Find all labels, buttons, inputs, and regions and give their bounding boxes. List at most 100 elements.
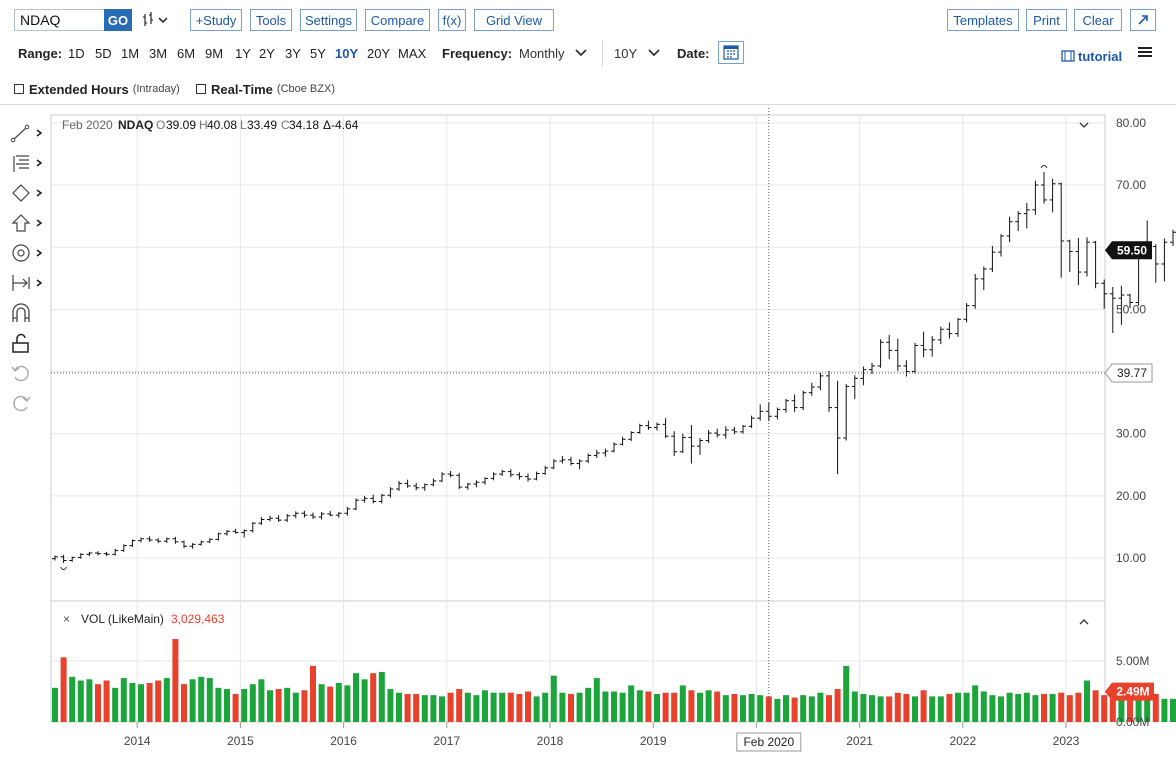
volume-bar [860, 693, 867, 722]
range-1y[interactable]: 1Y [235, 44, 251, 62]
volume-bar [1127, 686, 1133, 722]
volume-bar [430, 695, 437, 722]
range-9m[interactable]: 9M [205, 44, 223, 62]
volume-bar [1135, 689, 1142, 722]
date-picker-button[interactable] [718, 41, 744, 64]
volume-bar [404, 693, 411, 722]
volume-bar [52, 687, 58, 722]
range-20y[interactable]: 20Y [367, 44, 390, 62]
tutorial-link[interactable]: tutorial [1061, 47, 1122, 65]
volume-bar [894, 692, 901, 722]
line-tool-button[interactable] [10, 121, 42, 145]
range-5d[interactable]: 5D [95, 44, 112, 62]
lock-button[interactable] [10, 331, 42, 355]
range-max[interactable]: MAX [398, 44, 426, 62]
symbol-input[interactable] [14, 9, 106, 31]
volume-bar [1084, 680, 1090, 722]
volume-bar [765, 696, 772, 722]
range-3m[interactable]: 3M [149, 44, 167, 62]
volume-bar [946, 693, 953, 722]
volume-close-icon[interactable]: × [63, 612, 70, 626]
compare-button[interactable]: Compare [365, 9, 430, 31]
volume-bar [877, 696, 884, 722]
volume-bar [95, 684, 101, 722]
fibonacci-icon [13, 155, 42, 172]
crosshair-date-label: Feb 2020 [743, 735, 794, 749]
frequency-dropdown[interactable]: Monthly [519, 44, 591, 62]
volume-bar [344, 685, 351, 722]
realtime-label: Real-Time [211, 81, 273, 97]
chevron-down-icon [1079, 122, 1089, 128]
shape-icon [12, 184, 42, 202]
magnet-button[interactable] [10, 301, 42, 325]
go-button[interactable]: GO [104, 9, 132, 31]
range-5y[interactable]: 5Y [310, 44, 326, 62]
range-6m[interactable]: 6M [177, 44, 195, 62]
volume-bar [1015, 693, 1022, 722]
range-2y-label: 2Y [259, 45, 275, 61]
volume-bar [353, 673, 359, 722]
arrow-up-icon [11, 214, 42, 232]
legend-date: Feb 2020 [62, 118, 113, 132]
volume-bar [232, 693, 239, 722]
extended-hours-toggle[interactable]: Extended Hours (Intraday) [14, 80, 180, 98]
volume-bar [69, 676, 76, 722]
measure-tool-button[interactable] [10, 271, 42, 295]
marker-tool-button[interactable] [10, 241, 42, 265]
range-3y[interactable]: 3Y [285, 44, 301, 62]
menu-button[interactable] [1137, 44, 1153, 60]
volume-bar [215, 687, 222, 722]
fx-button[interactable]: f(x) [438, 9, 466, 31]
volume-bar [955, 692, 961, 722]
realtime-checkbox[interactable] [196, 84, 206, 94]
crosshair-price-label: 39.77 [1117, 366, 1147, 380]
arrow-tool-button[interactable] [10, 211, 42, 235]
volume-bar [937, 696, 944, 722]
volume-bar [869, 695, 875, 722]
fib-tool-button[interactable] [10, 151, 42, 175]
clear-button[interactable]: Clear [1074, 9, 1122, 31]
period-dropdown[interactable]: 10Y [614, 44, 660, 62]
add-study-button[interactable]: +Study [190, 9, 242, 31]
expand-icon [1138, 15, 1148, 25]
crosshair-date-box [736, 732, 802, 752]
volume-bar [636, 690, 643, 722]
volume-bar [335, 682, 342, 722]
print-button[interactable]: Print [1026, 9, 1067, 31]
range-20y-label: 20Y [367, 45, 391, 61]
realtime-toggle[interactable]: Real-Time (Cboe BZX) [196, 80, 335, 98]
volume-bar [361, 679, 368, 722]
extended-hours-note: (Intraday) [132, 83, 180, 95]
range-max-label: MAX [398, 45, 427, 61]
chart-type-dropdown[interactable] [142, 10, 172, 30]
legend-change: Δ-4.64 [323, 118, 359, 132]
range-10y[interactable]: 10Y [335, 44, 358, 62]
shape-tool-button[interactable] [10, 181, 42, 205]
extended-hours-checkbox[interactable] [14, 84, 24, 94]
range-1d[interactable]: 1D [68, 44, 85, 62]
undo-button[interactable] [10, 361, 42, 385]
expand-button[interactable] [1130, 9, 1156, 31]
volume-tick-label: 5.00M [1116, 654, 1149, 668]
undo-icon [11, 365, 29, 382]
x-tick-label: 2017 [433, 734, 460, 748]
templates-button[interactable]: Templates [947, 9, 1019, 31]
volume-bar [731, 693, 738, 722]
grid-view-button[interactable]: Grid View [474, 9, 554, 31]
collapse-volume-button[interactable] [1079, 619, 1089, 625]
range-1m[interactable]: 1M [121, 44, 139, 62]
volume-bar [886, 696, 893, 722]
settings-button[interactable]: Settings [300, 9, 357, 31]
volume-bar [688, 690, 695, 722]
collapse-legend-button[interactable] [1079, 122, 1089, 128]
volume-bar [972, 685, 979, 722]
volume-bar [912, 696, 918, 722]
range-2y[interactable]: 2Y [259, 44, 275, 62]
tools-button[interactable]: Tools [250, 9, 292, 31]
volume-bar [783, 695, 789, 722]
low-marker [60, 566, 68, 570]
redo-button[interactable] [10, 391, 42, 415]
volume-bar [1092, 690, 1099, 722]
frequency-label: Frequency: [442, 45, 513, 61]
